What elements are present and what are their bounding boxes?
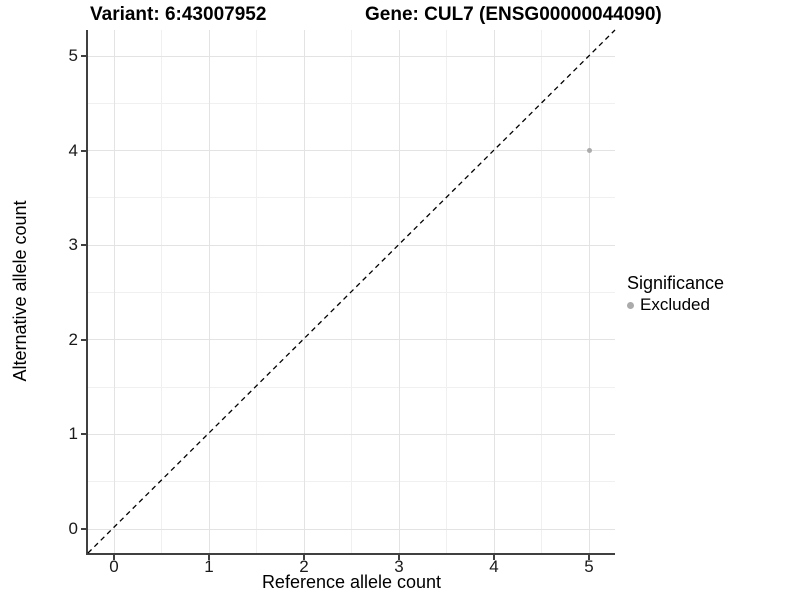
data-point — [586, 148, 592, 154]
major-gridline-horizontal — [88, 150, 615, 152]
x-axis-line — [86, 553, 615, 555]
y-tick-mark — [81, 244, 86, 247]
x-tick-mark — [588, 555, 590, 560]
legend-entry-label: Excluded — [640, 295, 710, 314]
minor-gridline-vertical — [161, 30, 162, 553]
minor-gridline-horizontal — [88, 102, 615, 104]
y-tick-label: 5 — [68, 46, 78, 65]
x-tick-label: 1 — [204, 557, 214, 576]
major-gridline-vertical — [398, 30, 400, 553]
legend-title: Significance — [627, 273, 725, 293]
legend: Significance Excluded — [627, 273, 724, 315]
legend-items: Excluded — [627, 295, 724, 315]
gene-title: Gene: CUL7 (ENSG00000044090) — [365, 4, 662, 25]
y-tick-label: 1 — [68, 424, 78, 444]
major-gridline-horizontal — [88, 55, 615, 57]
minor-gridline-vertical — [446, 30, 447, 553]
x-tick-label: 0 — [109, 557, 119, 576]
identity-reference-line — [87, 29, 616, 554]
minor-gridline-horizontal — [88, 197, 615, 199]
minor-gridline-vertical — [256, 30, 257, 553]
y-tick-mark — [81, 55, 86, 57]
major-gridline-vertical — [493, 30, 495, 553]
x-tick-label: 3 — [394, 557, 404, 576]
major-gridline-horizontal — [88, 433, 615, 435]
major-gridline-horizontal — [88, 339, 615, 341]
major-gridline-horizontal — [88, 528, 615, 530]
major-gridline-horizontal — [88, 244, 615, 246]
plot-panel: 0 1 2 3 4 5 0 1 2 3 4 5 — [69, 29, 616, 576]
major-gridline-vertical — [113, 30, 115, 553]
minor-gridline-vertical — [541, 30, 542, 553]
minor-gridline-horizontal — [88, 481, 615, 483]
major-gridline-vertical — [303, 30, 305, 553]
y-tick-label: 0 — [68, 519, 78, 538]
y-tick-label: 4 — [68, 140, 78, 160]
x-tick-mark — [493, 555, 495, 560]
y-tick-mark — [81, 338, 86, 341]
y-axis-title: Alternative allele count — [10, 200, 30, 382]
x-tick-mark — [303, 555, 305, 560]
legend-point-icon — [627, 301, 634, 309]
variant-title: Variant: 6:43007952 — [90, 4, 267, 25]
x-tick-label: 5 — [584, 557, 594, 576]
y-tick-label: 3 — [68, 235, 78, 255]
x-tick-mark — [113, 555, 115, 560]
x-tick-mark — [398, 555, 400, 560]
x-tick-label: 2 — [299, 557, 309, 576]
y-axis-line — [86, 30, 88, 555]
y-tick-mark — [81, 528, 86, 530]
x-axis-title: Reference allele count — [261, 572, 442, 592]
legend-entry: Excluded — [627, 295, 724, 315]
major-gridline-vertical — [208, 30, 210, 553]
x-tick-label: 4 — [489, 557, 499, 576]
major-gridline-vertical — [588, 30, 590, 553]
minor-gridline-horizontal — [88, 386, 615, 388]
y-tick-mark — [81, 149, 86, 152]
x-tick-mark — [208, 555, 210, 560]
y-tick-mark — [81, 433, 86, 436]
minor-gridline-horizontal — [88, 292, 615, 293]
y-tick-label: 2 — [68, 329, 78, 349]
